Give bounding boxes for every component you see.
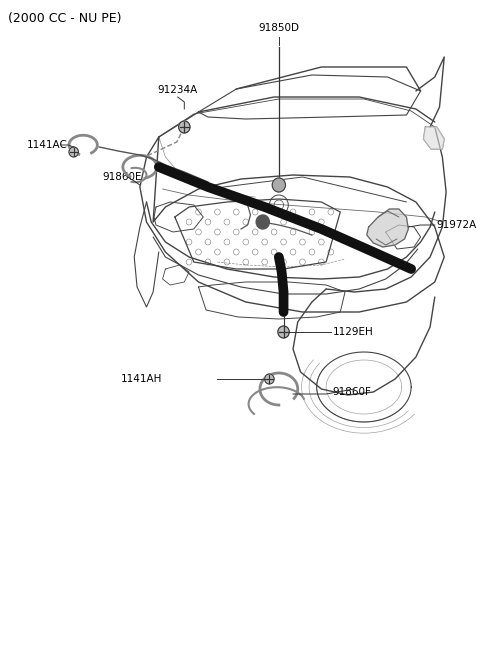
Circle shape [264,374,274,384]
Circle shape [69,147,78,157]
Circle shape [278,326,289,338]
Text: 1129EH: 1129EH [333,327,373,337]
Text: 91972A: 91972A [437,220,477,230]
Text: 91234A: 91234A [157,85,198,95]
Text: (2000 CC - NU PE): (2000 CC - NU PE) [8,12,121,25]
Text: 91860F: 91860F [333,387,372,397]
Circle shape [179,121,190,133]
Circle shape [272,178,286,192]
Circle shape [256,215,269,229]
Polygon shape [367,209,408,247]
Text: 1141AC: 1141AC [26,140,67,150]
Text: 91860E: 91860E [102,172,142,182]
Text: 91850D: 91850D [258,23,300,33]
Polygon shape [423,127,444,149]
Text: 1141AH: 1141AH [121,374,162,384]
